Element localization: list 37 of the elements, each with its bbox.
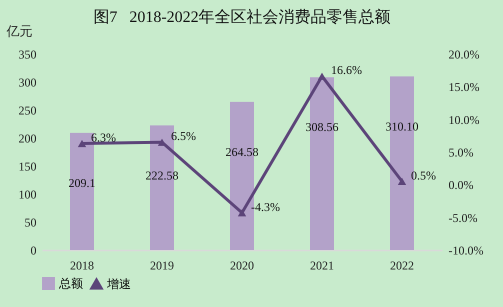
- legend-label: 增速: [106, 276, 131, 291]
- chart-title: 图7 2018-2022年全区社会消费品零售总额: [93, 8, 391, 26]
- data-label: -4.3%: [251, 200, 280, 214]
- data-label: 6.3%: [91, 130, 116, 145]
- y-tick-label: 50: [24, 216, 36, 230]
- y-tick-label: 250: [18, 104, 36, 118]
- y2-tick-label: -5.0%: [448, 210, 478, 225]
- x-tick-label: 2018: [70, 258, 94, 272]
- point: [238, 209, 246, 216]
- y-tick-label: 350: [18, 48, 36, 62]
- data-label: 310.10: [386, 119, 418, 134]
- y2-tick-label: 20.0%: [448, 48, 480, 62]
- data-label: 264.58: [226, 144, 258, 159]
- data-label: 16.6%: [331, 63, 362, 78]
- data-label: 308.56: [306, 120, 338, 134]
- y2-tick-label: 15.0%: [448, 80, 480, 94]
- x-tick-label: 2022: [390, 258, 414, 272]
- y2-tick-label: 0.0%: [448, 178, 474, 192]
- point: [78, 140, 86, 148]
- y2-tick-label: -10.0%: [448, 244, 484, 258]
- y-tick-label: 150: [18, 160, 36, 174]
- data-label: 222.58: [146, 168, 178, 182]
- y-tick-label: 300: [18, 76, 36, 90]
- y-tick-label: 200: [18, 132, 36, 146]
- y2-tick-label: 5.0%: [448, 146, 474, 160]
- y-tick-label: 100: [18, 188, 36, 202]
- legend-label: 总额: [58, 276, 83, 291]
- x-tick-label: 2019: [150, 258, 174, 272]
- y-axis-title: 亿元: [6, 24, 32, 38]
- x-tick-label: 2020: [230, 258, 254, 272]
- y-tick-label: 0: [30, 244, 36, 258]
- data-label: 0.5%: [411, 168, 436, 182]
- point: [398, 178, 406, 186]
- y2-tick-label: 10.0%: [448, 112, 480, 127]
- data-label: 209.1: [68, 176, 96, 190]
- x-tick-label: 2021: [310, 258, 334, 272]
- data-label: 6.5%: [171, 129, 196, 144]
